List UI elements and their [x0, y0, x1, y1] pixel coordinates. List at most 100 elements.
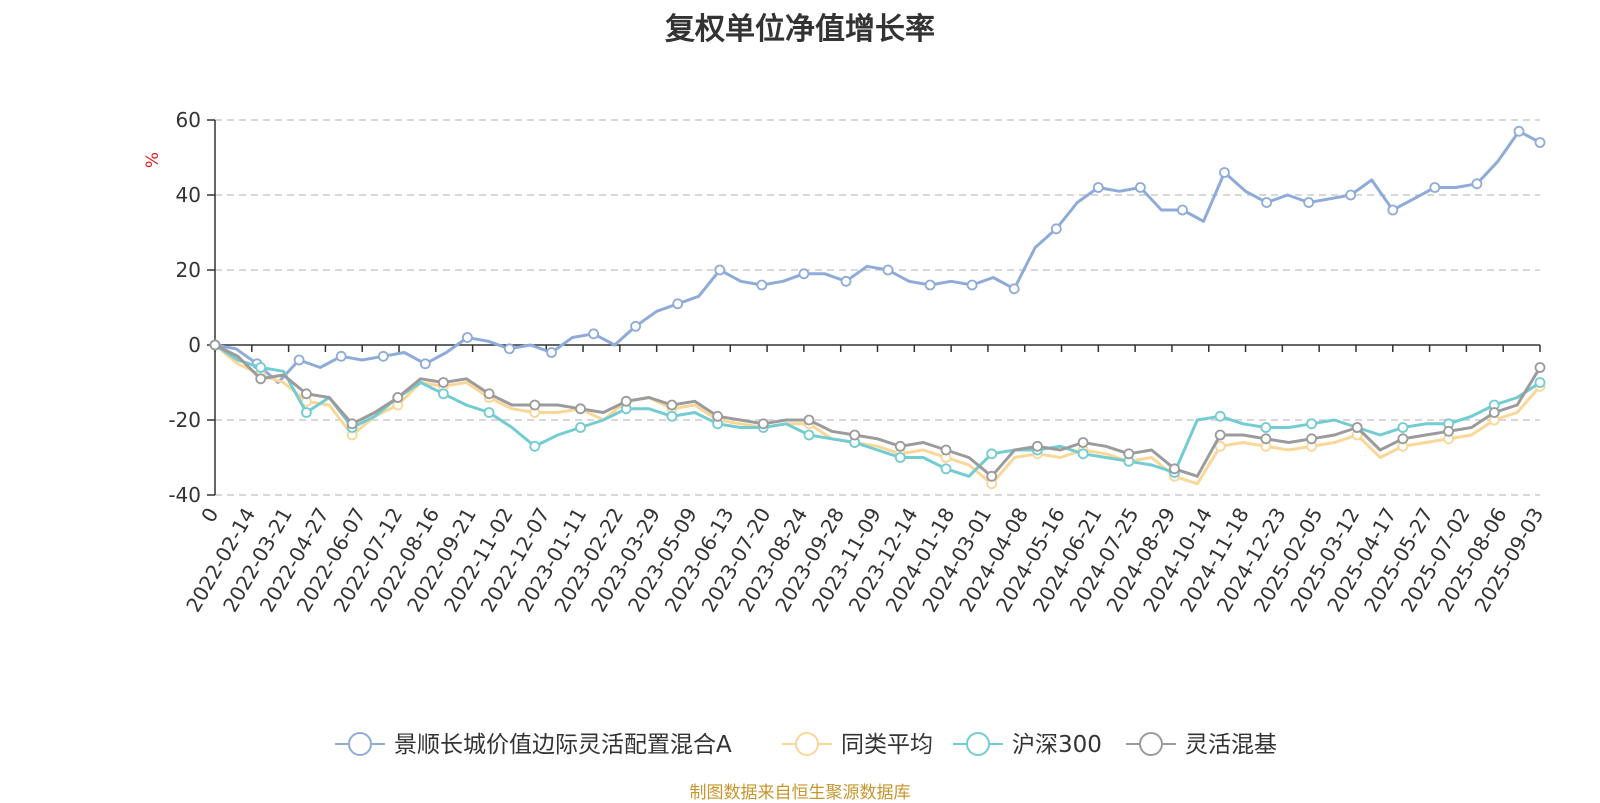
- legend-item-3[interactable]: 灵活混基: [1126, 732, 1277, 758]
- data-point: [346, 418, 358, 430]
- data-point: [1032, 440, 1043, 452]
- x-tick-label: 0: [196, 504, 223, 527]
- data-point: [803, 414, 815, 426]
- y-tick-label: 40: [176, 183, 201, 207]
- data-point: [1214, 429, 1226, 441]
- series-line-2: [214, 343, 1541, 478]
- data-point: [924, 279, 936, 291]
- data-point: [1261, 197, 1272, 208]
- data-point: [1077, 448, 1089, 460]
- legend-item-0[interactable]: 景顺长城价值边际灵活配置混合A: [335, 732, 732, 758]
- data-point: [757, 418, 769, 430]
- data-point: [255, 373, 267, 385]
- data-point: [1123, 448, 1135, 460]
- legend-label: 同类平均: [841, 732, 933, 758]
- data-point: [966, 279, 978, 291]
- data-point: [1534, 362, 1546, 373]
- data-point: [300, 388, 312, 400]
- data-point: [1135, 182, 1146, 193]
- y-tick-label: 60: [176, 108, 201, 132]
- chart-title: 复权单位净值增长率: [665, 12, 935, 47]
- data-point: [1092, 182, 1104, 193]
- data-point: [940, 463, 952, 475]
- data-point: [588, 328, 599, 340]
- data-point: [986, 470, 998, 482]
- data-point: [377, 350, 389, 362]
- data-point: [1169, 463, 1180, 475]
- axes: -40-20020406002022-02-142022-03-212022-0…: [168, 108, 1548, 616]
- legend-item-2[interactable]: 沪深300: [953, 732, 1102, 758]
- data-point: [483, 407, 495, 418]
- data-point: [1488, 407, 1500, 418]
- y-axis-unit-label: %: [143, 152, 163, 168]
- legend-label: 景顺长城价值边际灵活配置混合A: [394, 732, 732, 758]
- legend-marker-icon: [1139, 732, 1163, 756]
- gridlines: [215, 119, 1540, 496]
- data-point: [882, 264, 894, 276]
- data-point: [483, 388, 495, 400]
- data-point: [1260, 422, 1272, 433]
- data-point: [503, 343, 515, 355]
- data-point: [1260, 433, 1272, 445]
- data-point: [672, 298, 684, 310]
- legend-marker-icon: [966, 732, 990, 756]
- series-lines: [209, 125, 1546, 490]
- data-point: [529, 440, 541, 452]
- data-point: [894, 452, 906, 463]
- data-point: [300, 407, 312, 418]
- series-line-1: [214, 343, 1542, 486]
- data-point: [940, 444, 952, 456]
- data-point: [666, 410, 678, 422]
- data-point: [756, 279, 768, 291]
- data-point: [1050, 223, 1062, 235]
- data-point: [1303, 197, 1315, 208]
- legend-label: 沪深300: [1012, 732, 1102, 758]
- data-point: [293, 354, 305, 366]
- legend-marker-icon: [795, 732, 819, 756]
- data-point: [1008, 283, 1020, 295]
- data-point: [209, 339, 221, 351]
- y-tick-label: -20: [168, 408, 201, 432]
- data-point: [437, 377, 449, 388]
- source-note: 制图数据来自恒生聚源数据库: [689, 783, 911, 803]
- data-point: [255, 362, 267, 373]
- data-point: [849, 429, 861, 441]
- data-point: [666, 399, 678, 411]
- data-point: [1306, 418, 1317, 430]
- data-point: [1077, 437, 1089, 448]
- data-point: [1534, 137, 1546, 148]
- legend[interactable]: 景顺长城价值边际灵活配置混合A 同类平均 沪深300 灵活混基: [335, 732, 1277, 758]
- y-tick-label: -40: [168, 483, 201, 507]
- legend-label: 灵活混基: [1185, 732, 1277, 758]
- data-point: [1443, 425, 1454, 437]
- data-point: [620, 395, 632, 407]
- data-point: [1429, 182, 1441, 193]
- y-tick-label: 0: [188, 333, 201, 357]
- data-point: [546, 347, 557, 358]
- data-point: [894, 440, 906, 452]
- legend-item-1[interactable]: 同类平均: [782, 732, 933, 758]
- data-point: [1351, 422, 1363, 433]
- data-point: [419, 358, 431, 370]
- data-point: [1214, 410, 1226, 422]
- data-point: [1397, 433, 1409, 445]
- data-point: [1534, 377, 1546, 388]
- data-point: [712, 410, 723, 422]
- data-point: [986, 448, 998, 460]
- data-point: [1513, 125, 1525, 137]
- data-point: [1397, 422, 1409, 433]
- series-line-3: [214, 343, 1542, 478]
- data-point: [461, 332, 473, 343]
- legend-marker-icon: [348, 732, 372, 756]
- series-line-0: [214, 129, 1541, 384]
- data-point: [1471, 178, 1483, 190]
- data-point: [392, 392, 404, 403]
- data-point: [575, 403, 586, 415]
- data-point: [714, 264, 726, 276]
- data-point: [630, 320, 641, 332]
- data-point: [1345, 189, 1357, 201]
- data-point: [529, 399, 541, 411]
- data-point: [575, 422, 586, 433]
- data-point: [335, 350, 347, 362]
